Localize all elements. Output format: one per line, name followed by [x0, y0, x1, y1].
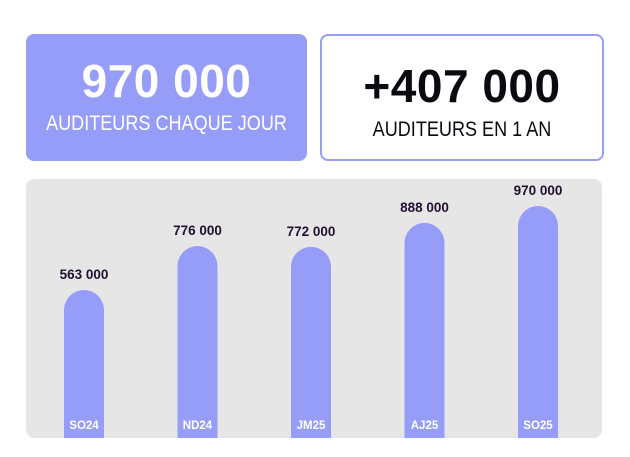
bar-value-label: 970 000	[514, 183, 563, 198]
bar-nd24	[177, 246, 218, 438]
bar-chart: 563 000 SO24 776 000 ND24 772 000 JM25 888 000…	[60, 183, 563, 438]
bar-value-label: 888 000	[400, 200, 449, 215]
bar-aj25	[404, 222, 445, 438]
category-label: JM25	[297, 420, 326, 432]
bar-chart-panel: 563 000 SO24 776 000 ND24 772 000 JM25 888 000…	[26, 179, 602, 438]
daily-listeners-label: AUDITEURS CHAQUE JOUR	[46, 112, 287, 135]
daily-listeners-value: 970 000	[81, 55, 252, 107]
bar-value-label: 563 000	[60, 267, 109, 282]
bar-value-label: 772 000	[287, 224, 336, 239]
category-label: SO25	[523, 420, 553, 432]
growth-label: AUDITEURS EN 1 AN	[372, 118, 552, 141]
bar-jm25	[291, 246, 331, 438]
bar-so25	[518, 206, 558, 438]
category-label: AJ25	[411, 420, 439, 432]
category-label: SO24	[69, 420, 99, 432]
growth-value: +407 000	[363, 60, 561, 112]
category-label: ND24	[183, 420, 213, 432]
growth-card: +407 000 AUDITEURS EN 1 AN	[320, 34, 604, 161]
daily-listeners-card: 970 000 AUDITEURS CHAQUE JOUR	[26, 34, 307, 161]
bar-so24	[64, 290, 104, 438]
bar-value-label: 776 000	[173, 223, 222, 238]
